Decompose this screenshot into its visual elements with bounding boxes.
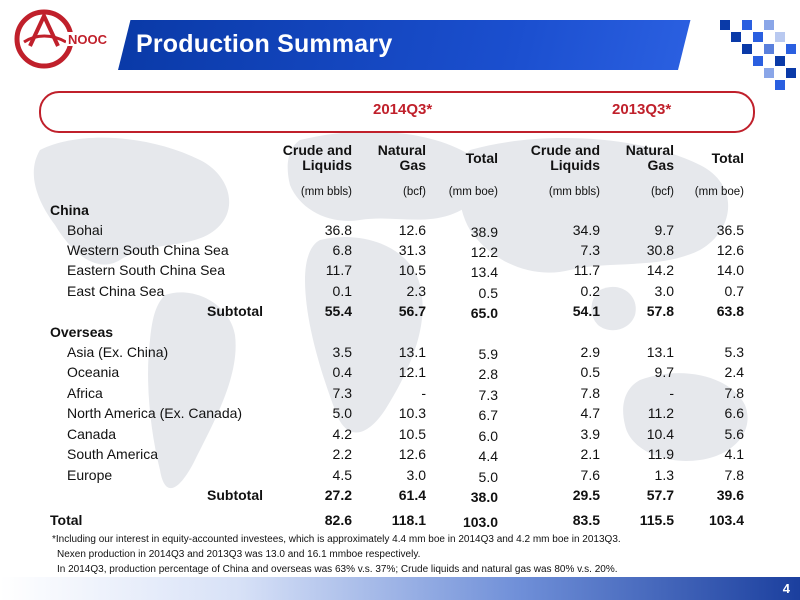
svg-text:NOOC: NOOC: [68, 32, 108, 47]
cnooc-logo: NOOC: [14, 9, 112, 69]
col-header-total-2014: Total: [465, 150, 498, 166]
period-header-pill: [39, 91, 755, 133]
footer-bar: [0, 577, 800, 600]
period-2014q3: 2014Q3*: [373, 101, 433, 118]
unit-total-2013: (mm boe): [694, 186, 744, 198]
unit-gas-2014: (bcf): [403, 186, 426, 198]
world-map-background: [33, 131, 748, 489]
unit-gas-2013: (bcf): [651, 186, 674, 198]
footnote-percentage: In 2014Q3, production percentage of Chin…: [57, 564, 618, 575]
period-2013q3: 2013Q3*: [612, 101, 672, 118]
unit-crude-2013: (mm bbls): [548, 186, 600, 198]
col-header-gas-2013: Natural Gas: [625, 142, 674, 173]
footnote-equity: *Including our interest in equity-accoun…: [52, 534, 621, 545]
section-label-china: China: [50, 202, 89, 218]
col-header-crude-2013: Crude and Liquids: [530, 142, 600, 173]
unit-total-2014: (mm boe): [448, 186, 498, 198]
col-header-total-2013: Total: [711, 150, 744, 166]
unit-crude-2014: (mm bbls): [300, 186, 352, 198]
col-header-crude-2014: Crude and Liquids: [282, 142, 352, 173]
section-label-overseas: Overseas: [50, 324, 114, 340]
page-number: 4: [782, 581, 790, 596]
footnote-nexen: Nexen production in 2014Q3 and 2013Q3 wa…: [57, 549, 421, 560]
decorative-squares: [720, 20, 796, 90]
page-title: Production Summary: [136, 30, 393, 58]
col-header-gas-2014: Natural Gas: [377, 142, 426, 173]
